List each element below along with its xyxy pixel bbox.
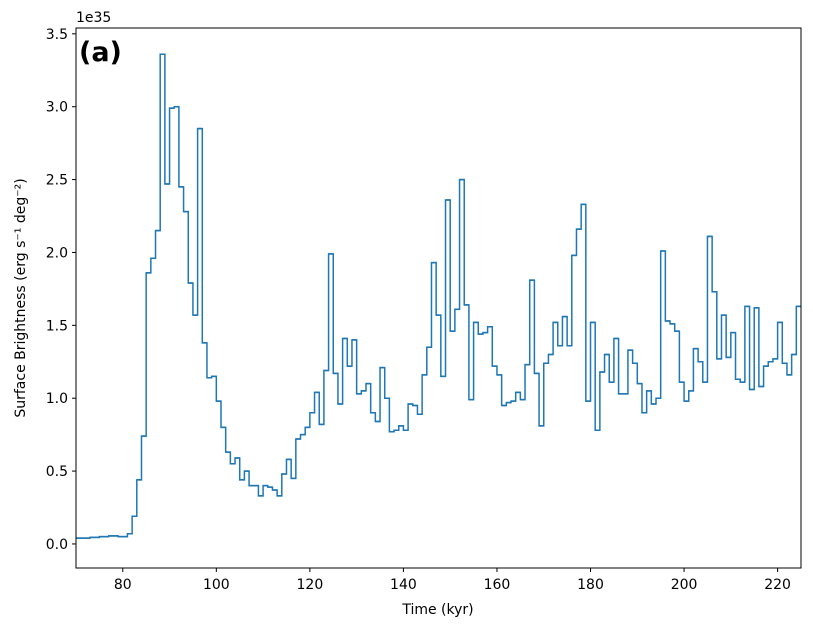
x-tick-label: 200 xyxy=(671,577,698,593)
x-tick-label: 100 xyxy=(203,577,230,593)
y-tick-label: 2.5 xyxy=(46,173,68,189)
y-tick-label: 3.5 xyxy=(46,27,68,43)
step-connector xyxy=(76,53,801,539)
plot-area xyxy=(76,53,801,539)
y-tick-label: 1.0 xyxy=(46,391,68,407)
x-tick-label: 160 xyxy=(484,577,511,593)
y-tick-label: 2.0 xyxy=(46,245,68,261)
offset-label: 1e35 xyxy=(76,10,111,26)
annotation: (a) xyxy=(79,37,122,68)
x-tick-label: 140 xyxy=(390,577,417,593)
x-tick-label: 80 xyxy=(114,577,132,593)
axes-frame xyxy=(75,27,802,569)
y-tick-label: 1.5 xyxy=(46,318,68,334)
x-axis-label: Time (kyr) xyxy=(401,602,473,618)
y-tick-label: 3.0 xyxy=(46,100,68,116)
x-tick-label: 120 xyxy=(297,577,324,593)
x-tick-label: 220 xyxy=(764,577,791,593)
y-axis-label: Surface Brightness (erg s⁻¹ deg⁻²) xyxy=(13,178,29,417)
x-tick-label: 180 xyxy=(577,577,604,593)
y-tick-label: 0.5 xyxy=(46,464,68,480)
y-tick-label: 0.0 xyxy=(46,537,68,553)
